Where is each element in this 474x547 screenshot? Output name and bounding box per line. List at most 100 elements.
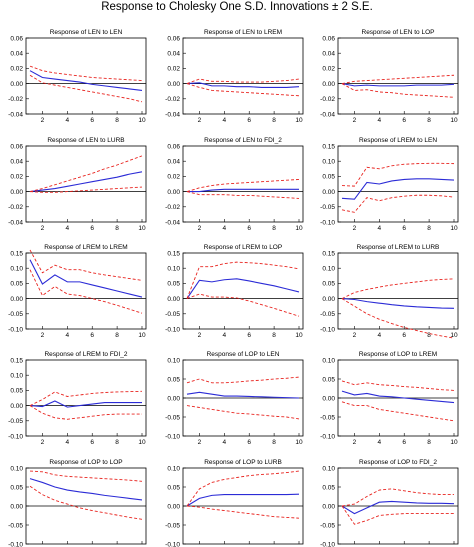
y-tick-label: 0.15 <box>322 250 335 257</box>
response-line <box>341 500 455 515</box>
chart-panel: Response of LEN to LURB 0.06 0.04 0.02 0.00 -… <box>8 137 147 232</box>
response-line <box>29 171 143 193</box>
plot-frame <box>337 145 459 223</box>
x-tick-label: 2 <box>198 439 202 446</box>
chart-panel: Response of LOP to FDI_2 0.10 0.05 0.00 -0.0… <box>320 459 459 547</box>
x-tick-label: 10 <box>138 225 146 232</box>
y-tick-label: -0.10 <box>165 433 180 440</box>
x-tick-label: 4 <box>378 332 382 339</box>
y-tick-label: -0.05 <box>320 522 335 529</box>
x-tick-label: 6 <box>90 332 94 339</box>
chart-panel: Response of LOP to LOP 0.10 0.05 0.00 -0.05 -… <box>8 459 147 547</box>
x-tick-label: 6 <box>90 117 94 124</box>
y-tick-label: 0.05 <box>167 484 180 491</box>
x-tick-label: 8 <box>115 225 119 232</box>
y-tick-label: 0.02 <box>167 66 180 73</box>
x-tick-label: 4 <box>223 117 227 124</box>
y-tick-label: 0.00 <box>322 395 335 402</box>
upper-band-line <box>341 278 455 300</box>
response-line <box>341 390 455 404</box>
y-tick-label: 0.00 <box>322 296 335 303</box>
upper-band-line <box>186 261 300 299</box>
response-line <box>341 83 455 87</box>
y-tick-label: 0.06 <box>167 143 180 150</box>
x-tick-label: 2 <box>41 117 45 124</box>
y-tick-label: 0.02 <box>10 66 23 73</box>
y-tick-label: -0.04 <box>320 111 335 118</box>
y-tick-label: 0.00 <box>167 81 180 88</box>
upper-band-line <box>186 470 300 507</box>
x-tick-label: 10 <box>295 117 303 124</box>
chart-panel: Response of LEN to FDI_2 0.06 0.04 0.02 0.00… <box>165 137 304 232</box>
x-tick-label: 2 <box>41 439 45 446</box>
y-tick-label: 0.00 <box>167 296 180 303</box>
chart-panel: Response of LOP to LEN 0.10 0.05 0.00 -0.05 -… <box>165 351 304 446</box>
x-tick-label: 2 <box>198 225 202 232</box>
y-tick-label: -0.05 <box>165 414 180 421</box>
y-tick-label: -0.05 <box>8 522 23 529</box>
x-tick-label: 4 <box>378 225 382 232</box>
upper-band-line <box>29 390 143 407</box>
y-tick-label: -0.05 <box>8 418 23 425</box>
y-tick-label: 0.06 <box>10 143 23 150</box>
lower-band-line <box>29 186 143 193</box>
y-tick-label: 0.05 <box>322 174 335 181</box>
x-tick-label: 10 <box>138 117 146 124</box>
y-tick-label: 0.00 <box>167 395 180 402</box>
chart-panel: Response of LREM to LREM 0.15 0.10 0.05 0.00… <box>8 244 147 339</box>
plot-frame <box>25 252 147 330</box>
panel-title: Response of LOP to LURB <box>204 459 282 466</box>
y-tick-label: -0.05 <box>165 311 180 318</box>
x-tick-label: 2 <box>353 332 357 339</box>
upper-band-line <box>29 155 143 193</box>
y-tick-label: 0.02 <box>322 66 335 73</box>
chart-panel: Response of LOP to LURB 0.10 0.05 0.00 -0.05… <box>165 459 304 547</box>
lower-band-line <box>186 293 300 317</box>
y-tick-label: 0.06 <box>322 35 335 42</box>
y-tick-label: 0.05 <box>10 281 23 288</box>
lower-band-line <box>29 485 143 520</box>
chart-panel: Response of LEN to LREM 0.06 0.04 0.02 0.00 -… <box>165 29 304 124</box>
x-tick-label: 8 <box>272 332 276 339</box>
panel-title: Response of LREM to LREM <box>44 244 127 251</box>
y-tick-label: -0.05 <box>320 414 335 421</box>
lower-band-line <box>341 505 454 525</box>
y-tick-label: 0.00 <box>10 403 23 410</box>
upper-band-line <box>186 178 300 193</box>
y-tick-label: -0.04 <box>8 219 23 226</box>
panel-title: Response of LEN to FDI_2 <box>204 137 282 144</box>
chart-panel: Response of LREM to LEN 0.15 0.10 0.05 0.00 -… <box>320 137 459 232</box>
response-line <box>186 493 300 507</box>
y-tick-label: 0.05 <box>10 484 23 491</box>
plot-frame <box>182 37 304 115</box>
x-tick-label: 6 <box>402 332 406 339</box>
y-tick-label: -0.05 <box>320 311 335 318</box>
x-tick-label: 4 <box>378 117 382 124</box>
plot-frame <box>182 252 304 330</box>
y-tick-label: 0.10 <box>167 266 180 273</box>
lower-band-line <box>29 269 143 314</box>
x-tick-label: 10 <box>450 332 458 339</box>
x-tick-label: 2 <box>41 225 45 232</box>
upper-band-line <box>341 74 455 85</box>
lower-band-line <box>186 83 300 97</box>
y-tick-label: 0.10 <box>10 465 23 472</box>
panel-title: Response of LREM to FDI_2 <box>44 351 127 358</box>
upper-band-line <box>29 249 143 281</box>
chart-panel: Response of LREM to LURB 0.15 0.10 0.05 0.00… <box>320 244 459 339</box>
x-tick-label: 6 <box>247 117 251 124</box>
x-tick-label: 10 <box>450 439 458 446</box>
y-tick-label: -0.10 <box>8 326 23 333</box>
x-tick-label: 6 <box>90 439 94 446</box>
y-tick-label: 0.10 <box>167 357 180 364</box>
y-tick-label: 0.10 <box>322 357 335 364</box>
y-tick-label: 0.15 <box>10 250 23 257</box>
x-tick-label: 10 <box>138 439 146 446</box>
y-tick-label: -0.02 <box>320 96 335 103</box>
y-tick-label: 0.05 <box>167 281 180 288</box>
x-tick-label: 10 <box>138 332 146 339</box>
y-tick-label: 0.00 <box>10 296 23 303</box>
response-line <box>341 178 455 200</box>
lower-band-line <box>186 505 300 519</box>
lower-band-line <box>29 74 143 103</box>
